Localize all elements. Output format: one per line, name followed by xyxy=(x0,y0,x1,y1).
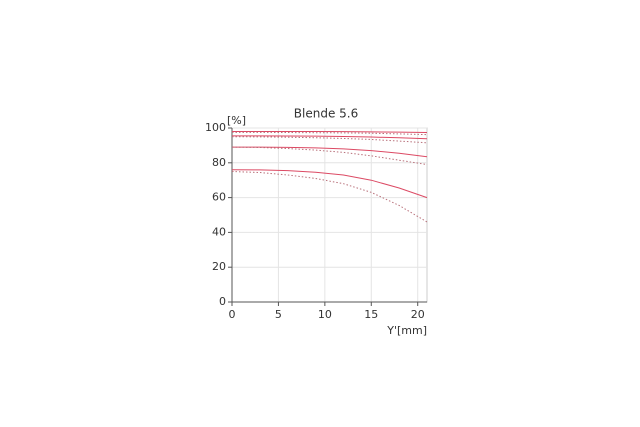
y-tick-label: 0 xyxy=(219,295,226,308)
series-line xyxy=(231,136,428,144)
series-line xyxy=(232,130,428,134)
series-line xyxy=(231,171,428,223)
chart-title: Blende 5.6 xyxy=(294,107,358,121)
series-line xyxy=(231,169,428,199)
y-tick-label: 60 xyxy=(212,191,226,204)
series-line xyxy=(231,146,428,166)
y-tick-label: 80 xyxy=(212,156,226,169)
x-tick-label: 0 xyxy=(229,308,236,321)
y-tick-label: 20 xyxy=(212,260,226,273)
series-line xyxy=(232,131,428,136)
x-axis-label: Y'[mm] xyxy=(386,324,427,337)
plot-frame xyxy=(231,127,428,303)
series-line xyxy=(232,135,428,140)
x-tick-label: 5 xyxy=(275,308,282,321)
y-tick-label: 100 xyxy=(205,121,226,134)
x-tick-label: 10 xyxy=(318,308,332,321)
y-tick-label: 40 xyxy=(212,225,226,238)
y-axis-label: [%] xyxy=(227,114,246,127)
x-tick-label: 15 xyxy=(364,308,378,321)
series-line xyxy=(232,146,428,158)
x-tick-label: 20 xyxy=(411,308,425,321)
